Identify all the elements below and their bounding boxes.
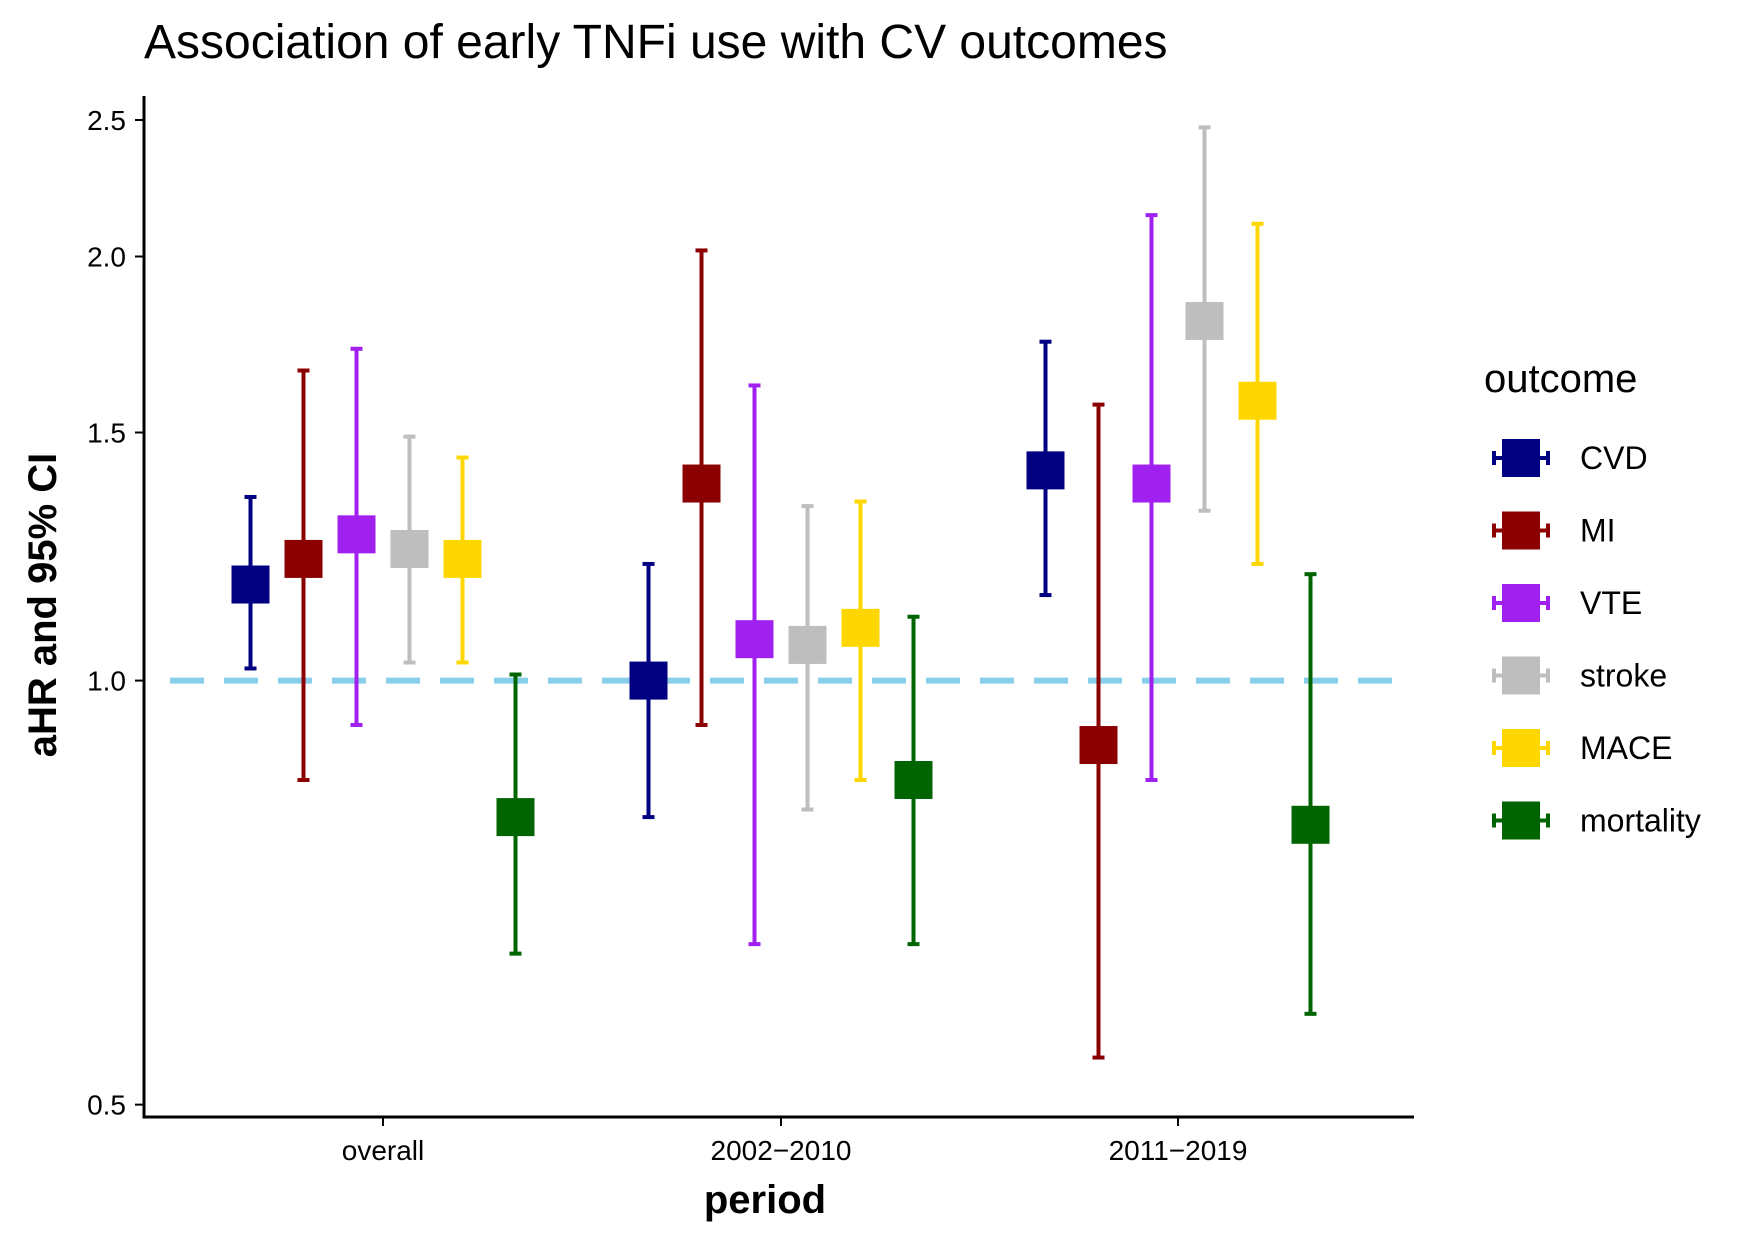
- point-estimate: [1185, 301, 1224, 340]
- legend-item-mortality: mortality: [1492, 801, 1701, 840]
- legend-key: [1502, 439, 1540, 477]
- point-estimate: [496, 798, 535, 837]
- point-estimate: [337, 515, 376, 554]
- y-tick-label: 1.0: [87, 666, 126, 697]
- series-vte: [337, 213, 1171, 947]
- y-tick-label: 2.0: [87, 242, 126, 273]
- x-ticks: overall 2002−2010 2011−2019: [342, 1117, 1248, 1166]
- y-tick-label: 2.5: [87, 105, 126, 136]
- x-tick-label: 2011−2019: [1109, 1135, 1248, 1166]
- point-estimate: [1238, 381, 1277, 420]
- y-tick-label: 0.5: [87, 1090, 126, 1121]
- legend-key: [1502, 584, 1540, 622]
- point-estimate: [841, 608, 880, 647]
- x-axis-title: period: [704, 1178, 826, 1222]
- point-estimate: [682, 464, 721, 503]
- legend: outcome CVD MI VTE stroke MACE mortality: [1484, 357, 1701, 840]
- point-estimate: [1291, 805, 1330, 844]
- point-estimate: [629, 661, 668, 700]
- legend-label: stroke: [1580, 658, 1667, 694]
- legend-item-mi: MI: [1492, 511, 1616, 550]
- legend-label: VTE: [1580, 585, 1642, 621]
- legend-key: [1502, 511, 1540, 550]
- series-cvd: [231, 339, 1065, 820]
- legend-title: outcome: [1484, 357, 1637, 401]
- x-tick-label: 2002−2010: [711, 1135, 852, 1166]
- y-ticks: 0.5 1.0 1.5 2.0 2.5: [87, 105, 144, 1121]
- point-estimate: [443, 539, 482, 578]
- series-mace: [443, 221, 1277, 783]
- point-estimate: [788, 625, 827, 664]
- series-mortality: [496, 572, 1330, 1016]
- legend-item-cvd: CVD: [1492, 439, 1648, 477]
- point-estimate: [231, 565, 270, 604]
- point-estimate: [1026, 451, 1065, 490]
- legend-key: [1502, 729, 1540, 767]
- error-bars: [231, 125, 1330, 1060]
- x-tick-label: overall: [342, 1135, 424, 1166]
- point-estimate: [284, 539, 323, 578]
- legend-key: [1502, 656, 1540, 695]
- point-estimate: [1079, 726, 1118, 765]
- legend-key: [1502, 801, 1540, 840]
- legend-label: CVD: [1580, 440, 1648, 476]
- point-estimate: [735, 620, 774, 659]
- chart-title: Association of early TNFi use with CV ou…: [144, 16, 1168, 69]
- legend-item-stroke: stroke: [1492, 656, 1667, 695]
- series-mi: [284, 248, 1118, 1060]
- legend-item-vte: VTE: [1492, 584, 1642, 622]
- legend-label: MI: [1580, 513, 1616, 549]
- point-estimate: [390, 529, 429, 568]
- y-tick-label: 1.5: [87, 418, 126, 449]
- point-estimate: [894, 761, 933, 800]
- legend-label: MACE: [1580, 730, 1672, 766]
- series-stroke: [390, 125, 1224, 812]
- point-estimate: [1132, 464, 1171, 503]
- legend-label: mortality: [1580, 803, 1701, 839]
- y-axis-title: aHR and 95% CI: [21, 453, 65, 758]
- legend-item-mace: MACE: [1492, 729, 1672, 767]
